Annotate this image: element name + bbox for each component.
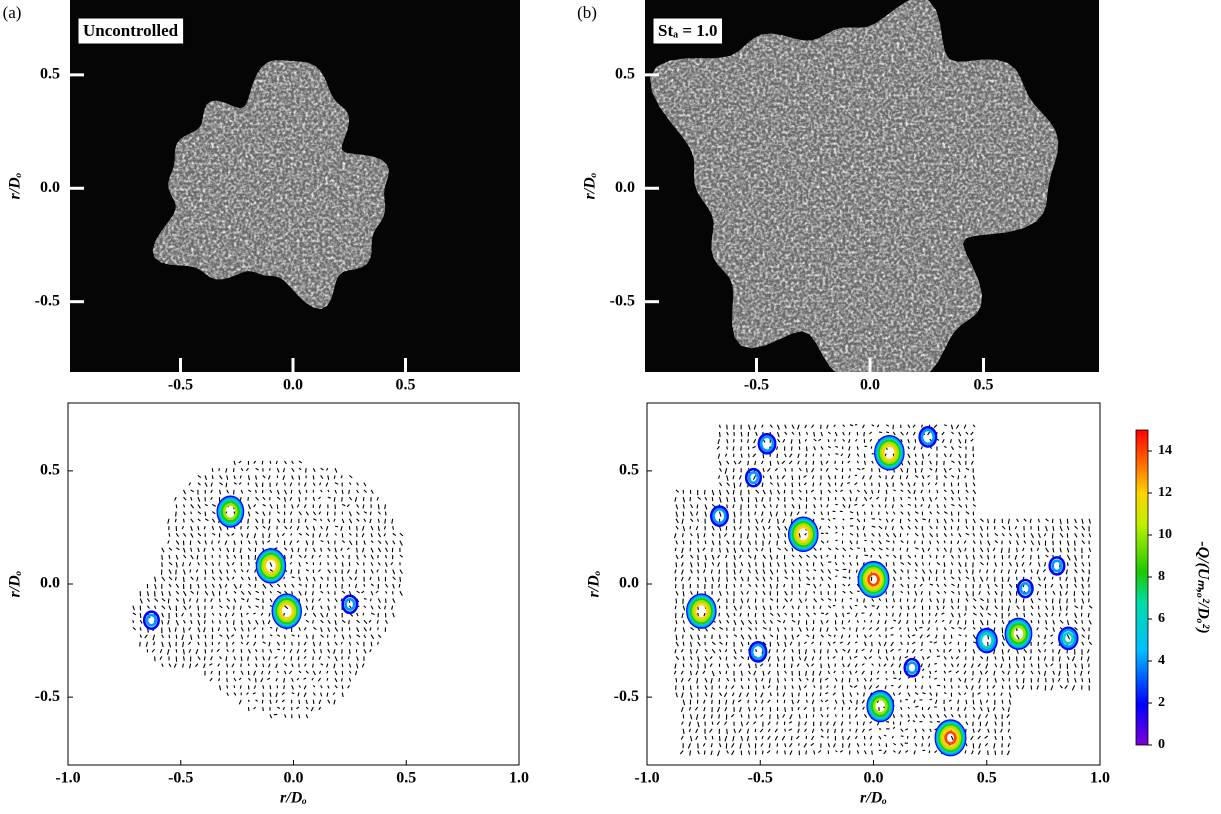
vortex-contours xyxy=(1059,628,1077,649)
colorbar-tick-label: 12 xyxy=(1158,485,1172,500)
colorbar-tick-label: 4 xyxy=(1158,653,1165,668)
x-tick-label: 0.5 xyxy=(974,377,994,394)
x-axis-label: r/Dₒ xyxy=(280,790,307,807)
contour-line xyxy=(224,504,236,518)
y-tick-label: 0.0 xyxy=(40,575,60,592)
vortex-contours xyxy=(936,721,965,755)
y-tick-label: -0.5 xyxy=(614,688,639,705)
x-tick-label: 1.0 xyxy=(1090,770,1110,787)
contour-line xyxy=(874,699,886,713)
vector-field xyxy=(133,461,403,718)
x-tick-label: 0.5 xyxy=(396,377,416,394)
vortex-contours xyxy=(868,691,893,721)
x-tick-label: -0.5 xyxy=(748,770,773,787)
figure: -0.5 0.0 0.5 -0.5 0.0 0.5 (a) Uncontrolled r/Dₒ -… xyxy=(0,0,1221,814)
x-tick-label: -1.0 xyxy=(55,770,80,787)
annotation: Stₐ = 1.0 xyxy=(658,21,718,40)
y-axis-label: r/Dₒ xyxy=(582,172,599,199)
contour-line xyxy=(981,634,993,648)
vortex-contours xyxy=(746,469,760,486)
contour-line xyxy=(869,574,879,585)
y-axis-label: r/Dₒ xyxy=(586,570,603,597)
colorbar-tick-label: 0 xyxy=(1158,737,1165,752)
y-tick-label: 0.0 xyxy=(615,179,635,196)
vortex-contours xyxy=(789,518,817,551)
contour-line xyxy=(1064,633,1073,643)
x-tick-label: -0.5 xyxy=(744,377,769,394)
contour-line xyxy=(922,430,934,444)
plot-frame xyxy=(68,403,519,765)
colorbar-tick-label: 6 xyxy=(1158,611,1165,626)
y-axis-label: r/Dₒ xyxy=(7,570,24,597)
x-tick-label: 0.0 xyxy=(864,770,884,787)
colorbar-tick-label: 10 xyxy=(1158,527,1172,542)
vortex-contours xyxy=(750,642,766,661)
contour-line xyxy=(946,732,956,743)
vortex-contours xyxy=(273,595,301,628)
colorbar xyxy=(1136,430,1148,745)
x-tick-label: 1.0 xyxy=(509,770,529,787)
vortex-contours xyxy=(1018,580,1032,597)
x-axis-label: r/Dₒ xyxy=(860,790,887,807)
contour-line xyxy=(749,472,758,482)
annotation: Uncontrolled xyxy=(83,21,179,40)
contour-line xyxy=(281,604,293,619)
contour-line xyxy=(883,445,895,460)
panel-label: (a) xyxy=(3,3,22,22)
y-tick-label: 0.0 xyxy=(619,575,639,592)
vortex-contours xyxy=(687,595,715,628)
vortex-contours xyxy=(920,427,936,446)
colorbar-tick-label: 14 xyxy=(1158,443,1172,458)
vortex-contours xyxy=(711,507,727,526)
vortex-contours xyxy=(1006,619,1031,649)
panel-label: (b) xyxy=(577,3,597,22)
colorbar-tick-label: 8 xyxy=(1158,569,1165,584)
y-tick-label: 0.5 xyxy=(615,66,635,83)
contour-line xyxy=(908,663,917,673)
vortex-contours xyxy=(1050,557,1064,574)
y-tick-label: 0.5 xyxy=(619,462,639,479)
contour-line xyxy=(761,437,773,451)
x-tick-label: 0.0 xyxy=(284,770,304,787)
vortex-contours xyxy=(144,612,158,629)
x-tick-label: -0.5 xyxy=(168,770,193,787)
colorbar-tick-label: 2 xyxy=(1158,695,1165,710)
vortex-contours xyxy=(905,659,919,676)
colorbar-label: -Q/(Uₘ,ₒ²/Dₒ²) xyxy=(1194,541,1211,633)
vortex-contours xyxy=(875,436,903,469)
y-tick-label: -0.5 xyxy=(35,688,60,705)
x-tick-label: 0.0 xyxy=(860,377,880,394)
y-axis-label: r/Dₒ xyxy=(7,172,24,199)
vortex-contours xyxy=(343,596,357,613)
x-tick-label: 0.5 xyxy=(396,770,416,787)
y-tick-label: 0.5 xyxy=(40,462,60,479)
y-tick-label: -0.5 xyxy=(35,292,60,309)
contour-line xyxy=(265,559,277,574)
y-tick-label: 0.5 xyxy=(40,66,60,83)
contour-line xyxy=(695,604,707,619)
vortex-contours xyxy=(977,629,996,652)
vortex-contours xyxy=(759,434,775,453)
vortex-contours xyxy=(218,497,243,527)
vortex-contours xyxy=(859,562,888,596)
x-tick-label: -1.0 xyxy=(634,770,659,787)
x-tick-label: 0.0 xyxy=(283,377,303,394)
x-tick-label: -0.5 xyxy=(168,377,193,394)
y-tick-label: 0.0 xyxy=(40,179,60,196)
vortex-contours xyxy=(257,549,285,582)
contour-line xyxy=(147,615,156,625)
x-tick-label: 0.5 xyxy=(977,770,997,787)
y-tick-label: -0.5 xyxy=(610,292,635,309)
